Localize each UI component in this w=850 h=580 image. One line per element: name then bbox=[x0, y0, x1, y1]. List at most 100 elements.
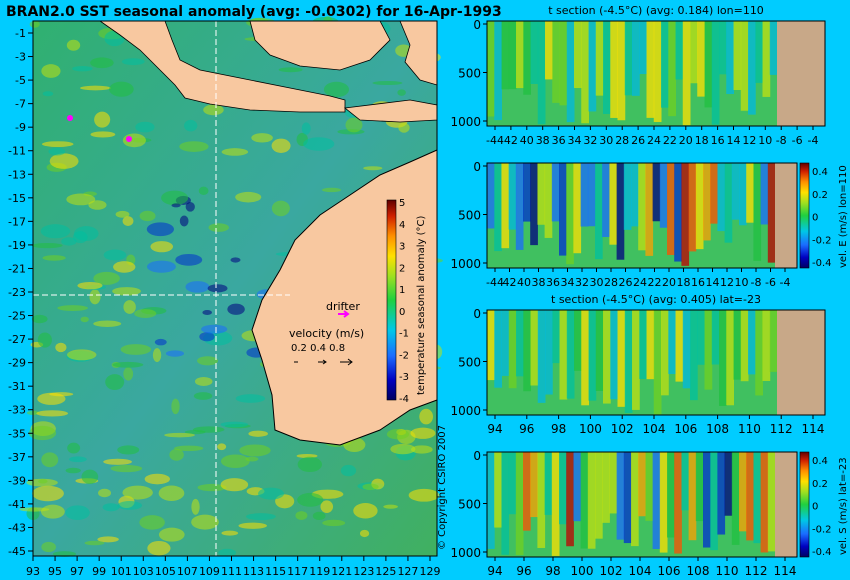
anomaly-patch bbox=[80, 316, 89, 323]
section-x-tick-label: 34 bbox=[568, 134, 582, 147]
anomaly-patch bbox=[386, 429, 410, 440]
section-x-tick-label: 106 bbox=[658, 564, 681, 578]
section-stripe bbox=[652, 163, 661, 222]
section-stripe bbox=[581, 21, 589, 124]
anomaly-patch bbox=[301, 122, 311, 135]
section-x-tick-label: 16 bbox=[711, 134, 725, 147]
section-frame bbox=[486, 451, 798, 558]
section-stripe bbox=[587, 452, 596, 549]
section-x-tick-label: 22 bbox=[663, 134, 677, 147]
map-y-tick-label: -1 bbox=[15, 27, 26, 40]
section-stripe bbox=[719, 310, 727, 406]
anomaly-patch bbox=[123, 300, 136, 314]
anomaly-patch bbox=[207, 284, 228, 293]
section-stripe bbox=[574, 21, 582, 89]
section-stripe bbox=[617, 21, 626, 121]
section-stripe bbox=[674, 452, 682, 554]
section-stripe bbox=[523, 163, 531, 222]
section-stripe bbox=[674, 163, 682, 262]
section-stripe bbox=[595, 21, 604, 96]
section-frame bbox=[486, 309, 826, 416]
map-frame bbox=[32, 20, 438, 557]
map-x-tick-label: 95 bbox=[48, 565, 62, 578]
map-colorbar-ticks: 5 4 3 2 1 0 -1 -2 -3 -4 bbox=[399, 198, 409, 405]
anomaly-patch bbox=[239, 444, 271, 457]
map-y-tick-label: -9 bbox=[15, 121, 26, 134]
anomaly-patch bbox=[77, 281, 103, 290]
section-stripe bbox=[487, 163, 495, 229]
section-stripe bbox=[652, 452, 661, 549]
section-stripe bbox=[703, 452, 711, 548]
anomaly-patch bbox=[192, 426, 225, 433]
section-y-tick-label: 500 bbox=[458, 356, 481, 370]
section-stripe bbox=[646, 310, 655, 380]
section-stripe bbox=[762, 310, 771, 381]
velocity-colorbar-tick-label: 0.2 bbox=[812, 479, 828, 490]
section-stripe bbox=[646, 21, 655, 118]
anomaly-patch bbox=[345, 117, 363, 133]
section-stripe bbox=[515, 163, 524, 250]
section-stripe bbox=[616, 452, 625, 540]
map-x-tick-label: 107 bbox=[177, 565, 198, 578]
anomaly-patch bbox=[340, 464, 357, 477]
section-stripe bbox=[537, 310, 546, 403]
section-stripe bbox=[544, 452, 553, 515]
section-stripe bbox=[566, 310, 575, 399]
section-x-tick-label: -8 bbox=[776, 134, 787, 147]
map-y-tick-label: -17 bbox=[8, 215, 26, 228]
drifter-marker bbox=[67, 115, 73, 121]
section-x-tick-label: -44 bbox=[486, 276, 504, 289]
map-x-tick-label: 113 bbox=[243, 565, 264, 578]
section-y-tick-label: 0 bbox=[473, 307, 481, 321]
section-stripe bbox=[695, 163, 704, 250]
section-x-tick-label: 114 bbox=[774, 564, 797, 578]
section-stripe bbox=[501, 452, 510, 555]
section-x-tick-label: 14 bbox=[706, 276, 720, 289]
section-x-tick-label: 18 bbox=[695, 134, 709, 147]
map-y-ticks: -1 -3 -5 -7 -9 -11 -13 -15 -17 -19 -21 -23 -25 -27 -29… bbox=[8, 27, 33, 558]
section-x-tick-label: 104 bbox=[643, 422, 666, 436]
section-stripe bbox=[530, 310, 539, 386]
section1-title: t section (-4.5°C) (avg: 0.184) lon=110 bbox=[548, 4, 764, 17]
section-stripe bbox=[767, 452, 776, 552]
anomaly-patch bbox=[194, 376, 213, 386]
anomaly-patch bbox=[221, 530, 239, 536]
anomaly-patch bbox=[65, 505, 90, 521]
anomaly-patch bbox=[271, 200, 290, 217]
anomaly-patch bbox=[139, 210, 156, 222]
anomaly-patch bbox=[67, 349, 97, 361]
anomaly-patch bbox=[322, 519, 346, 527]
section-x-tick-label: 94 bbox=[487, 422, 502, 436]
section-stripe bbox=[682, 310, 691, 389]
section-stripe bbox=[501, 310, 510, 376]
section-stripe bbox=[645, 163, 654, 256]
section-x-tick-label: 108 bbox=[706, 422, 729, 436]
section-stripe bbox=[661, 310, 669, 396]
section-stripe bbox=[667, 163, 675, 256]
vel-e-colorbar bbox=[799, 162, 810, 269]
section-stripe bbox=[697, 21, 705, 97]
section-stripe bbox=[508, 21, 517, 90]
anomaly-patch bbox=[220, 478, 249, 492]
velocity-colorbar-tick-label: 0 bbox=[812, 213, 818, 224]
anomaly-patch bbox=[297, 456, 323, 473]
section-y-tick-label: 1000 bbox=[450, 257, 481, 271]
section-x-tick-label: 20 bbox=[662, 276, 676, 289]
section-stripe bbox=[690, 310, 698, 401]
section-x-tick-label: 36 bbox=[546, 276, 560, 289]
map-x-tick-label: 119 bbox=[309, 565, 330, 578]
section-stripe bbox=[726, 21, 734, 94]
anomaly-patch bbox=[303, 137, 335, 151]
anomaly-patch bbox=[248, 430, 268, 437]
section-x-tick-label: 32 bbox=[575, 276, 589, 289]
section-stripe bbox=[610, 310, 618, 400]
section-stripe bbox=[704, 21, 713, 108]
anomaly-patch bbox=[93, 320, 122, 327]
anomaly-patch bbox=[41, 64, 61, 78]
section-stripe bbox=[668, 310, 676, 374]
section-x-tick-label: 30 bbox=[590, 276, 604, 289]
section-stripe bbox=[746, 452, 754, 541]
drifter-marker bbox=[126, 136, 132, 142]
map-x-tick-label: 93 bbox=[26, 565, 40, 578]
anomaly-patch bbox=[323, 81, 350, 98]
